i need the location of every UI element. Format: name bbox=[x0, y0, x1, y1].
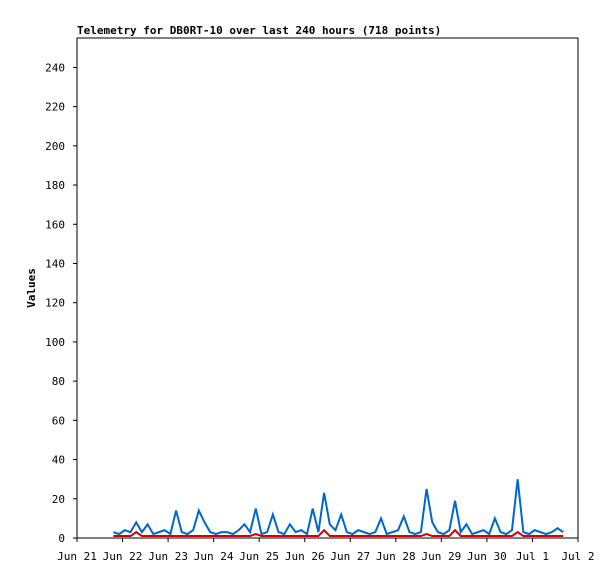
y-tick-label: 60 bbox=[52, 414, 65, 427]
y-tick-label: 180 bbox=[45, 179, 65, 192]
y-tick-label: 40 bbox=[52, 454, 65, 467]
x-tick-label: Jun 29 bbox=[421, 550, 461, 563]
y-tick-label: 240 bbox=[45, 61, 65, 74]
y-tick-label: 140 bbox=[45, 257, 65, 270]
x-tick-label: Jun 26 bbox=[285, 550, 325, 563]
chart-title: Telemetry for DB0RT-10 over last 240 hou… bbox=[77, 24, 441, 37]
y-tick-label: 80 bbox=[52, 375, 65, 388]
x-tick-label: Jul 1 bbox=[516, 550, 549, 563]
x-tick-label: Jun 27 bbox=[330, 550, 370, 563]
y-tick-label: 160 bbox=[45, 218, 65, 231]
y-tick-label: 200 bbox=[45, 140, 65, 153]
y-tick-label: 0 bbox=[58, 532, 65, 545]
series-line bbox=[113, 528, 564, 538]
x-tick-label: Jun 24 bbox=[194, 550, 234, 563]
y-tick-label: 100 bbox=[45, 336, 65, 349]
x-tick-label: Jun 21 bbox=[57, 550, 97, 563]
y-tick-label: 120 bbox=[45, 297, 65, 310]
y-axis-label: Values bbox=[25, 268, 38, 308]
x-tick-label: Jun 30 bbox=[467, 550, 507, 563]
x-tick-label: Jun 28 bbox=[376, 550, 416, 563]
y-tick-label: 20 bbox=[52, 493, 65, 506]
y-tick-label: 220 bbox=[45, 101, 65, 114]
x-tick-label: Jul 2 bbox=[561, 550, 594, 563]
series-line bbox=[113, 479, 564, 536]
x-tick-label: Jun 22 bbox=[103, 550, 143, 563]
x-tick-label: Jun 25 bbox=[239, 550, 279, 563]
x-tick-label: Jun 23 bbox=[148, 550, 188, 563]
plot-frame bbox=[76, 37, 579, 539]
